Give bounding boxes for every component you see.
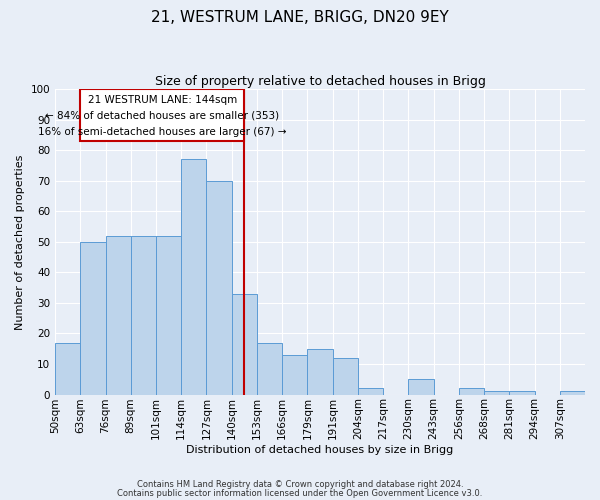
Bar bbox=[80, 242, 106, 394]
Bar bbox=[257, 342, 282, 394]
Bar bbox=[358, 388, 383, 394]
Bar bbox=[509, 392, 535, 394]
Bar bbox=[409, 380, 434, 394]
Bar bbox=[206, 181, 232, 394]
Bar bbox=[156, 236, 181, 394]
Bar bbox=[181, 160, 206, 394]
Title: Size of property relative to detached houses in Brigg: Size of property relative to detached ho… bbox=[155, 75, 485, 88]
Bar bbox=[55, 342, 80, 394]
Text: 21 WESTRUM LANE: 144sqm: 21 WESTRUM LANE: 144sqm bbox=[88, 95, 237, 105]
Bar bbox=[80, 89, 244, 141]
Text: Contains public sector information licensed under the Open Government Licence v3: Contains public sector information licen… bbox=[118, 488, 482, 498]
Text: 21, WESTRUM LANE, BRIGG, DN20 9EY: 21, WESTRUM LANE, BRIGG, DN20 9EY bbox=[151, 10, 449, 25]
Text: ← 84% of detached houses are smaller (353): ← 84% of detached houses are smaller (35… bbox=[45, 110, 280, 120]
Bar bbox=[459, 388, 484, 394]
Bar bbox=[560, 392, 585, 394]
Text: Contains HM Land Registry data © Crown copyright and database right 2024.: Contains HM Land Registry data © Crown c… bbox=[137, 480, 463, 489]
Y-axis label: Number of detached properties: Number of detached properties bbox=[15, 154, 25, 330]
Bar bbox=[232, 294, 257, 394]
Bar bbox=[106, 236, 131, 394]
Text: 16% of semi-detached houses are larger (67) →: 16% of semi-detached houses are larger (… bbox=[38, 127, 287, 137]
X-axis label: Distribution of detached houses by size in Brigg: Distribution of detached houses by size … bbox=[187, 445, 454, 455]
Bar bbox=[332, 358, 358, 395]
Bar bbox=[484, 392, 509, 394]
Bar bbox=[131, 236, 156, 394]
Bar bbox=[307, 348, 332, 395]
Bar bbox=[282, 355, 307, 395]
